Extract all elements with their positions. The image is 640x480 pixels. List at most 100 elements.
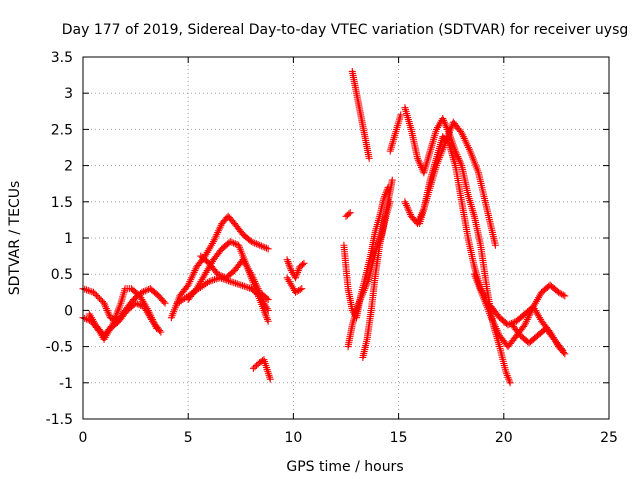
data-point — [82, 315, 90, 323]
data-point — [161, 299, 169, 307]
series-arc-i — [283, 256, 308, 282]
data-point — [217, 272, 225, 280]
data-point — [140, 288, 148, 296]
data-point — [83, 286, 91, 294]
x-tick-label: 25 — [600, 430, 618, 446]
data-point — [226, 277, 234, 285]
data-point — [251, 363, 259, 371]
data-point — [107, 322, 115, 330]
data-point — [231, 240, 239, 248]
data-point — [228, 278, 236, 286]
data-point — [345, 210, 353, 218]
series-arc-d — [167, 212, 272, 322]
data-point — [246, 284, 254, 292]
data-point — [96, 295, 104, 303]
y-tick-label: 0 — [64, 303, 73, 319]
data-point — [397, 111, 405, 119]
series-arc-j — [283, 274, 306, 296]
data-point — [261, 243, 269, 251]
data-point — [264, 317, 272, 325]
y-tick-label: 2.5 — [51, 122, 73, 138]
data-point — [81, 285, 89, 293]
data-point — [244, 283, 252, 291]
data-point — [232, 279, 240, 287]
data-point — [558, 290, 566, 298]
data-point — [202, 280, 210, 288]
y-tick-label: -1 — [59, 376, 73, 392]
x-tick-label: 20 — [495, 430, 513, 446]
chart-title: Day 177 of 2019, Sidereal Day-to-day VTE… — [62, 22, 629, 38]
data-point — [177, 297, 185, 305]
data-point — [251, 239, 259, 247]
data-point — [249, 364, 257, 372]
data-point — [235, 280, 243, 288]
data-point — [388, 176, 396, 184]
data-point — [174, 299, 182, 307]
data-point — [91, 290, 99, 298]
data-point — [226, 238, 234, 246]
data-point — [249, 238, 257, 246]
data-point — [298, 285, 306, 293]
data-point — [160, 298, 168, 306]
y-tick-label: 0.5 — [51, 267, 73, 283]
series-arc-q — [401, 104, 514, 387]
data-point — [207, 277, 215, 285]
data-point — [233, 280, 241, 288]
data-point — [263, 294, 271, 302]
x-tick-label: 10 — [284, 430, 302, 446]
data-point — [262, 244, 270, 252]
series-arc-o — [348, 67, 373, 162]
data-point — [346, 209, 354, 217]
series-arc-p — [386, 111, 405, 155]
data-point — [93, 291, 101, 299]
data-point — [205, 277, 213, 285]
y-tick-label: 3 — [64, 86, 73, 102]
y-tick-label: -1.5 — [46, 412, 73, 428]
data-point — [157, 328, 165, 336]
data-point — [230, 239, 238, 247]
data-point — [214, 270, 222, 278]
data-point — [228, 238, 236, 246]
data-point — [506, 379, 514, 387]
data-point — [209, 276, 217, 284]
data-point — [175, 298, 183, 306]
data-point — [237, 281, 245, 289]
x-tick-label: 5 — [184, 430, 193, 446]
data-point — [212, 275, 220, 283]
grid — [83, 57, 609, 419]
data-point — [81, 314, 89, 322]
data-point — [264, 245, 272, 253]
data-point — [300, 259, 308, 267]
y-tick-label: -0.5 — [46, 340, 73, 356]
data-point — [264, 296, 272, 304]
series-arc-l — [340, 183, 392, 322]
x-tick-label: 15 — [390, 430, 408, 446]
data-point — [365, 154, 373, 162]
data-point — [561, 292, 569, 300]
y-axis-label: SDTVAR / TECUs — [7, 181, 23, 296]
axis-ticks: 0 5 10 15 20 25 -1.5 -1 -0.5 0 0.5 1 1.5 2 2.5 3 3.5 — [46, 50, 618, 446]
data-point — [259, 243, 267, 251]
data-point — [559, 291, 567, 299]
x-axis-label: GPS time / hours — [286, 459, 403, 475]
y-tick-label: 2 — [64, 159, 73, 175]
data-point — [242, 283, 250, 291]
data-point — [247, 238, 255, 246]
data-point — [252, 240, 260, 248]
series-arc-c — [85, 285, 161, 340]
data-point — [138, 288, 146, 296]
data-point — [153, 325, 161, 332]
data-point — [253, 361, 261, 369]
series-arc-s — [416, 118, 499, 249]
data-point — [299, 261, 307, 269]
series-arc-h — [249, 356, 274, 383]
data-point — [211, 276, 218, 284]
data-point — [295, 286, 303, 294]
data-point — [257, 242, 265, 250]
data-point — [133, 300, 141, 308]
data-point — [86, 287, 94, 295]
x-tick-label: 0 — [79, 430, 88, 446]
data-point — [266, 375, 274, 383]
data-point — [135, 301, 143, 309]
